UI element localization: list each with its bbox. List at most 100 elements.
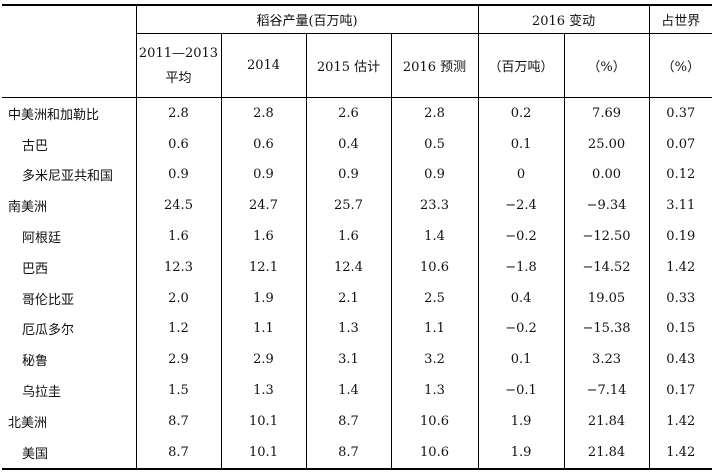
table-row: 哥伦比亚 2.0 1.9 2.1 2.5 0.4 19.05 0.33 xyxy=(2,282,713,314)
cell-change: −1.8 xyxy=(477,251,565,283)
cell-avg: 0.6 xyxy=(135,128,221,160)
table-row: 秘鲁 2.9 2.9 3.1 3.2 0.1 3.23 0.43 xyxy=(2,344,713,376)
cell-change-percent: −9.34 xyxy=(563,190,650,222)
cell-avg: 1.5 xyxy=(135,375,221,406)
cell-2016: 0.9 xyxy=(390,159,479,191)
cell-change-percent: 19.05 xyxy=(563,282,650,314)
cell-change-percent: 3.23 xyxy=(563,344,650,376)
region-name: 哥伦比亚 xyxy=(22,292,75,308)
cell-avg: 12.3 xyxy=(135,251,221,283)
cell-world-share: 3.11 xyxy=(648,190,713,222)
cell-change-percent: −15.38 xyxy=(563,313,650,345)
cell-2015: 0.9 xyxy=(305,159,391,191)
header-2016-forecast: 2016 预测 xyxy=(390,33,479,98)
cell-2015: 1.4 xyxy=(305,375,391,406)
cell-2015: 0.4 xyxy=(305,128,391,160)
cell-2015: 2.1 xyxy=(305,282,391,314)
cell-2016: 1.1 xyxy=(390,313,479,345)
cell-2016: 23.3 xyxy=(390,190,479,222)
table-row: 古巴 0.6 0.6 0.4 0.5 0.1 25.00 0.07 xyxy=(2,128,713,160)
header-change-group: 2016 变动 xyxy=(477,4,650,34)
cell-avg: 2.9 xyxy=(135,344,221,376)
table-row: 阿根廷 1.6 1.6 1.6 1.4 −0.2 −12.50 0.19 xyxy=(2,221,713,252)
cell-2015: 1.3 xyxy=(305,313,391,345)
cell-avg: 2.0 xyxy=(135,282,221,314)
cell-2015: 8.7 xyxy=(305,436,391,470)
cell-2015: 25.7 xyxy=(305,190,391,222)
cell-change: −0.2 xyxy=(477,221,565,252)
cell-2016: 0.5 xyxy=(390,128,479,160)
cell-avg: 8.7 xyxy=(135,405,221,437)
cell-change: −0.1 xyxy=(477,375,565,406)
cell-change: 0.1 xyxy=(477,344,565,376)
cell-2014: 0.6 xyxy=(220,128,306,160)
cell-2015: 1.6 xyxy=(305,221,391,252)
table-row: 中美洲和加勒比 2.8 2.8 2.6 2.8 0.2 7.69 0.37 xyxy=(2,97,713,129)
header-avg-line1: 2011—2013 xyxy=(138,45,219,61)
cell-world-share: 0.17 xyxy=(648,375,713,406)
header-row-columns: 2011—2013 平均 2014 2015 估计 2016 预测 （百万吨） … xyxy=(2,33,713,98)
cell-change: 0 xyxy=(477,159,565,191)
cell-2016: 3.2 xyxy=(390,344,479,376)
cell-2016: 2.8 xyxy=(390,97,479,129)
cell-avg: 0.9 xyxy=(135,159,221,191)
region-name: 阿根廷 xyxy=(22,231,62,247)
cell-2014: 1.9 xyxy=(220,282,306,314)
cell-world-share: 0.37 xyxy=(648,97,713,129)
cell-2016: 10.6 xyxy=(390,251,479,283)
cell-world-share: 0.43 xyxy=(648,344,713,376)
cell-change-percent: 7.69 xyxy=(563,97,650,129)
cell-change: 0.4 xyxy=(477,282,565,314)
cell-change-percent: 21.84 xyxy=(563,436,650,470)
cell-2015: 12.4 xyxy=(305,251,391,283)
cell-change-percent: 21.84 xyxy=(563,405,650,437)
cell-2016: 10.6 xyxy=(390,436,479,470)
header-2014: 2014 xyxy=(220,33,306,98)
table-row: 北美洲 8.7 10.1 8.7 10.6 1.9 21.84 1.42 xyxy=(2,405,713,437)
cell-world-share: 1.42 xyxy=(648,251,713,283)
cell-change-percent: −14.52 xyxy=(563,251,650,283)
cell-change: 0.2 xyxy=(477,97,565,129)
cell-avg: 8.7 xyxy=(135,436,221,470)
cell-avg: 1.2 xyxy=(135,313,221,345)
region-name: 古巴 xyxy=(22,138,49,154)
cell-2015: 8.7 xyxy=(305,405,391,437)
cell-change-percent: −7.14 xyxy=(563,375,650,406)
cell-world-share: 0.12 xyxy=(648,159,713,191)
cell-2016: 10.6 xyxy=(390,405,479,437)
region-name: 厄瓜多尔 xyxy=(22,323,75,339)
cell-2016: 2.5 xyxy=(390,282,479,314)
cell-change-percent: −12.50 xyxy=(563,221,650,252)
header-avg-line2: 平均 xyxy=(165,70,192,86)
region-name: 北美洲 xyxy=(8,415,48,431)
cell-2014: 2.8 xyxy=(220,97,306,129)
cell-world-share: 0.19 xyxy=(648,221,713,252)
header-region-cell xyxy=(2,4,136,98)
region-name: 美国 xyxy=(2,436,136,470)
region-name: 南美洲 xyxy=(8,200,48,216)
table-row: 多米尼亚共和国 0.9 0.9 0.9 0.9 0 0.00 0.12 xyxy=(2,159,713,191)
cell-change: 1.9 xyxy=(477,436,565,470)
table-row: 南美洲 24.5 24.7 25.7 23.3 −2.4 −9.34 3.11 xyxy=(2,190,713,222)
cell-change: −0.2 xyxy=(477,313,565,345)
table-row: 乌拉圭 1.5 1.3 1.4 1.3 −0.1 −7.14 0.17 xyxy=(2,375,713,406)
region-name: 秘鲁 xyxy=(22,354,49,370)
cell-2014: 0.9 xyxy=(220,159,306,191)
cell-world-share: 0.33 xyxy=(648,282,713,314)
rice-production-table: 稻谷产量(百万吨) 2016 变动 占世界 2011—2013 平均 2014 … xyxy=(2,4,713,470)
cell-2015: 2.6 xyxy=(305,97,391,129)
cell-2014: 12.1 xyxy=(220,251,306,283)
cell-2015: 3.1 xyxy=(305,344,391,376)
cell-2014: 10.1 xyxy=(220,436,306,470)
header-avg-2011-2013: 2011—2013 平均 xyxy=(135,33,221,98)
header-share-group: 占世界 xyxy=(648,4,713,34)
cell-avg: 1.6 xyxy=(135,221,221,252)
cell-world-share: 1.42 xyxy=(648,405,713,437)
cell-2014: 10.1 xyxy=(220,405,306,437)
table-row: 巴西 12.3 12.1 12.4 10.6 −1.8 −14.52 1.42 xyxy=(2,251,713,283)
cell-world-share: 0.07 xyxy=(648,128,713,160)
cell-avg: 2.8 xyxy=(135,97,221,129)
header-change-absolute: （百万吨） xyxy=(477,33,565,98)
cell-change-percent: 25.00 xyxy=(563,128,650,160)
